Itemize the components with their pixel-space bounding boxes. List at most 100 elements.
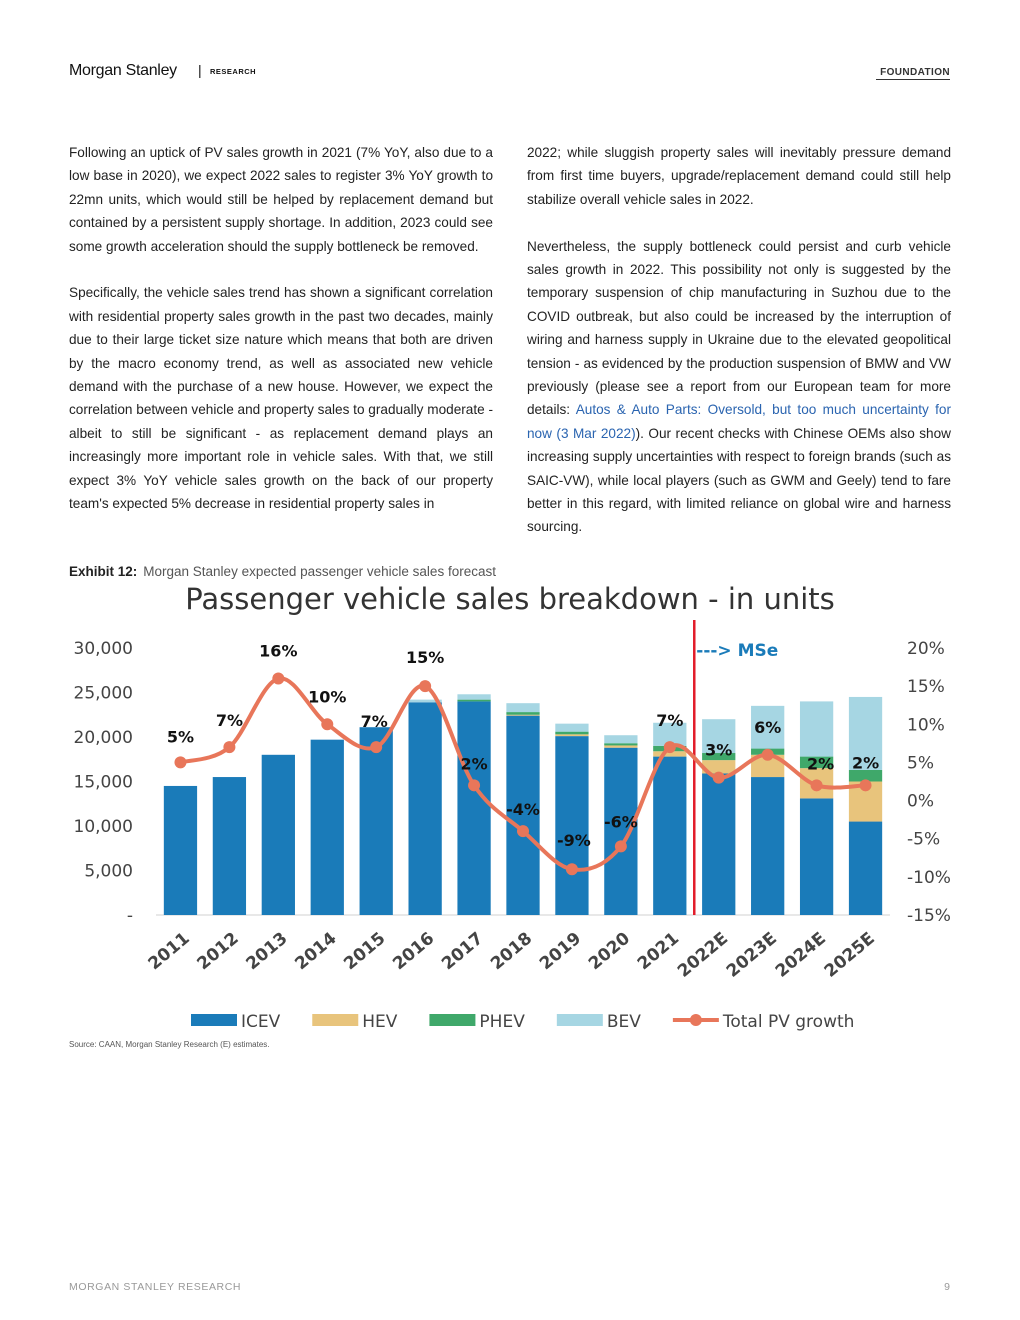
growth-point bbox=[468, 779, 481, 792]
bar-hev bbox=[555, 734, 589, 737]
exhibit-number: Exhibit 12: bbox=[69, 564, 138, 579]
bar-phev bbox=[506, 712, 540, 715]
footer-label: MORGAN STANLEY RESEARCH bbox=[69, 1281, 242, 1293]
bar-phev bbox=[848, 769, 883, 782]
paragraph-text: ). Our recent checks with Chinese OEMs a… bbox=[527, 425, 951, 535]
growth-point bbox=[859, 779, 872, 792]
x-axis-category-label: 2013 bbox=[242, 929, 291, 975]
y-axis-right-tick: -5% bbox=[907, 830, 940, 850]
bar-phev bbox=[555, 731, 589, 735]
bar-hev bbox=[604, 745, 638, 748]
y-axis-right-tick: 0% bbox=[907, 792, 934, 812]
bar-bev bbox=[408, 699, 442, 703]
x-axis-category-label: 2018 bbox=[487, 929, 536, 975]
growth-data-label: 2% bbox=[460, 754, 487, 773]
bar-hev bbox=[506, 714, 540, 716]
growth-data-label: 16% bbox=[259, 642, 297, 661]
bar-icev bbox=[702, 773, 736, 915]
growth-point bbox=[223, 741, 236, 754]
y-axis-left-tick: 15,000 bbox=[74, 773, 133, 793]
page-number: 9 bbox=[944, 1281, 950, 1293]
legend-swatch-bev bbox=[556, 1014, 603, 1026]
growth-data-label: 6% bbox=[754, 718, 781, 737]
growth-data-label: 7% bbox=[361, 712, 388, 731]
bar-icev bbox=[457, 701, 491, 915]
y-axis-right-tick: 5% bbox=[907, 753, 934, 773]
bar-icev bbox=[212, 777, 247, 915]
growth-data-label: -6% bbox=[604, 812, 638, 831]
bar-hev bbox=[702, 760, 736, 774]
bar-icev bbox=[751, 777, 785, 915]
foundation-label: FOUNDATION bbox=[880, 67, 950, 78]
legend-label-bev: BEV bbox=[607, 1012, 641, 1032]
paragraph-text: Nevertheless, the supply bottleneck coul… bbox=[527, 238, 951, 418]
bar-bev bbox=[702, 719, 736, 754]
bar-bev bbox=[848, 696, 883, 770]
x-axis-category-label: 2015 bbox=[340, 929, 389, 975]
page-header: Morgan Stanley | RESEARCH FOUNDATION bbox=[69, 62, 950, 82]
legend-label-total-pv-growth: Total PV growth bbox=[722, 1012, 855, 1032]
y-axis-right-tick: -15% bbox=[907, 906, 951, 926]
bar-icev bbox=[555, 736, 589, 915]
bar-icev bbox=[408, 702, 442, 915]
bar-icev bbox=[506, 715, 540, 915]
growth-data-label: -4% bbox=[506, 800, 540, 819]
exhibit-description: Morgan Stanley expected passenger vehicl… bbox=[143, 564, 496, 579]
bar-bev bbox=[653, 722, 687, 746]
exhibit-caption: Exhibit 12: Morgan Stanley expected passe… bbox=[69, 564, 496, 579]
bar-hev bbox=[751, 754, 785, 778]
y-axis-left-tick: 30,000 bbox=[74, 639, 133, 659]
x-axis-category-label: 2014 bbox=[291, 928, 340, 974]
x-axis-category-label: 2020 bbox=[585, 928, 634, 974]
bar-bev bbox=[799, 701, 834, 757]
chart-title: Passenger vehicle sales breakdown - in u… bbox=[185, 582, 835, 616]
paragraph: Following an uptick of PV sales growth i… bbox=[69, 145, 493, 254]
y-axis-left-tick: 10,000 bbox=[74, 817, 133, 837]
bar-bev bbox=[555, 723, 589, 732]
growth-point bbox=[761, 748, 774, 761]
source-note: Source: CAAN, Morgan Stanley Research (E… bbox=[69, 1040, 270, 1049]
growth-data-label: 2% bbox=[807, 754, 834, 773]
growth-data-label: 7% bbox=[216, 711, 243, 730]
bar-icev bbox=[163, 785, 198, 915]
bar-bev bbox=[506, 703, 540, 713]
growth-data-label: 3% bbox=[705, 741, 732, 760]
x-axis-category-label: 2025E bbox=[821, 929, 879, 982]
bar-icev bbox=[604, 747, 638, 915]
growth-point bbox=[419, 680, 432, 693]
legend-label-hev: HEV bbox=[362, 1012, 398, 1032]
x-axis-category-label: 2022E bbox=[674, 929, 732, 982]
x-axis-category-label: 2023E bbox=[723, 929, 781, 982]
x-axis-category-label: 2024E bbox=[772, 929, 830, 982]
y-axis-left-tick: - bbox=[127, 906, 133, 926]
growth-point bbox=[321, 718, 334, 731]
legend-swatch-phev bbox=[429, 1014, 476, 1026]
bar-bev bbox=[604, 735, 638, 744]
legend-swatch-hev bbox=[312, 1014, 359, 1026]
bar-hev bbox=[653, 751, 687, 757]
growth-data-label: 2% bbox=[852, 753, 879, 772]
y-axis-left-tick: 5,000 bbox=[84, 862, 133, 882]
bar-bev bbox=[457, 694, 491, 700]
brand-separator: | bbox=[198, 62, 202, 78]
x-axis-category-label: 2012 bbox=[194, 929, 243, 975]
bar-icev bbox=[848, 821, 883, 915]
growth-point bbox=[517, 825, 529, 838]
legend-label-phev: PHEV bbox=[479, 1012, 525, 1032]
growth-point bbox=[370, 741, 383, 754]
y-axis-left-tick: 25,000 bbox=[74, 684, 133, 704]
growth-point bbox=[565, 863, 578, 876]
section-label: RESEARCH bbox=[210, 67, 257, 76]
growth-point bbox=[272, 672, 285, 685]
growth-data-label: -9% bbox=[557, 831, 591, 850]
y-axis-right-tick: 15% bbox=[907, 677, 945, 697]
growth-point bbox=[712, 771, 725, 784]
x-axis-category-label: 2019 bbox=[536, 929, 585, 975]
bar-icev bbox=[799, 798, 834, 915]
bar-icev bbox=[359, 727, 393, 915]
forecast-label: ---> MSe bbox=[696, 641, 778, 661]
x-axis-category-label: 2017 bbox=[438, 929, 487, 975]
report-link[interactable]: Autos & Auto Parts: Oversold, but too mu… bbox=[527, 402, 951, 441]
brand-logo: Morgan Stanley bbox=[69, 62, 177, 79]
bar-phev bbox=[457, 699, 491, 702]
